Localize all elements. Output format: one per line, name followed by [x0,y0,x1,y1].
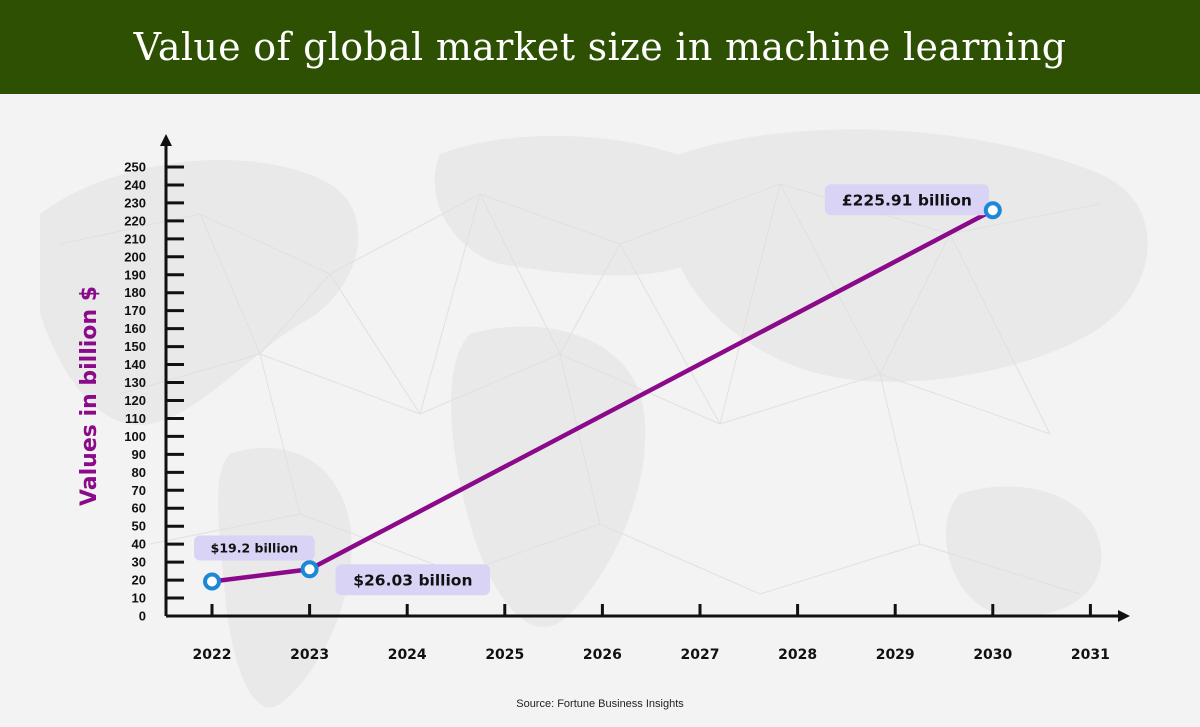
x-axis: 2022 2023 2024 2025 2026 2027 2028 2029 2030 2031 [166,604,1130,663]
y-tick-label: 190 [124,267,146,282]
x-tick-label: 2026 [583,647,622,663]
y-tick-label: 60 [132,501,146,516]
y-tick-label: 140 [124,357,146,372]
data-labels: $19.2 billion $26.03 billion £225.91 billi… [194,184,989,596]
y-tick-label: 240 [124,177,146,192]
data-label-box [824,184,989,216]
y-tick-label: 230 [124,195,146,210]
y-tick-label: 0 [139,609,146,624]
x-tick-label: 2027 [681,647,720,663]
y-tick-label: 90 [132,447,146,462]
y-tick-label: 100 [124,429,146,444]
y-tick-label: 220 [124,213,146,228]
data-point [983,201,1002,220]
y-tick-label: 40 [132,537,146,552]
x-tick-label: 2031 [1071,647,1110,663]
data-label-text: $19.2 billion [211,541,298,556]
y-tick-label: 250 [124,160,146,175]
x-tick-label: 2028 [778,647,817,663]
source-note: Source: Fortune Business Insights [516,698,684,710]
y-tick-label: 210 [124,231,146,246]
header-banner: Value of global market size in machine l… [0,0,1200,94]
data-label-box [194,535,315,561]
x-tick-label: 2030 [973,647,1012,663]
data-label-text: $26.03 billion [353,571,472,589]
x-tick-label: 2023 [290,647,329,663]
data-point [203,572,221,591]
y-tick-label: 150 [124,339,146,354]
data-label: $19.2 billion [194,535,315,561]
y-tick-label: 80 [132,465,146,480]
y-tick-label: 160 [124,321,146,336]
data-points [203,201,1002,591]
y-tick-label: 20 [132,573,146,588]
y-tick-label: 30 [132,555,146,570]
x-tick-label: 2022 [193,647,232,663]
x-tick-label: 2024 [388,647,427,663]
y-tick-label: 10 [132,591,146,606]
y-tick-label: 50 [132,519,146,534]
data-label: $26.03 billion [335,564,491,596]
y-axis-label: Values in billion $ [77,286,102,506]
x-tick-label: 2025 [485,647,524,663]
y-axis: 0 10 20 30 40 50 60 70 80 90 100 110 120 130 140 150 160… [124,134,184,624]
y-tick-label: 130 [124,375,146,390]
y-tick-label: 70 [132,483,146,498]
series-line [211,208,994,584]
data-point [300,560,319,579]
data-label: £225.91 billion [824,184,989,216]
y-tick-label: 120 [124,393,146,408]
chart-title: Value of global market size in machine l… [133,25,1067,69]
data-label-text: £225.91 billion [842,191,972,209]
y-tick-label: 110 [125,411,146,426]
y-tick-label: 180 [124,285,146,300]
y-tick-label: 200 [124,249,146,264]
y-tick-label: 170 [124,303,146,318]
x-tick-label: 2029 [876,647,915,663]
data-label-box [335,564,491,596]
